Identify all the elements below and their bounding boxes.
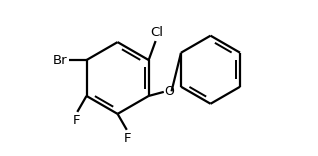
- Text: Cl: Cl: [150, 26, 163, 39]
- Text: F: F: [73, 114, 80, 127]
- Text: F: F: [124, 132, 131, 145]
- Text: O: O: [165, 85, 175, 98]
- Text: Br: Br: [52, 54, 67, 67]
